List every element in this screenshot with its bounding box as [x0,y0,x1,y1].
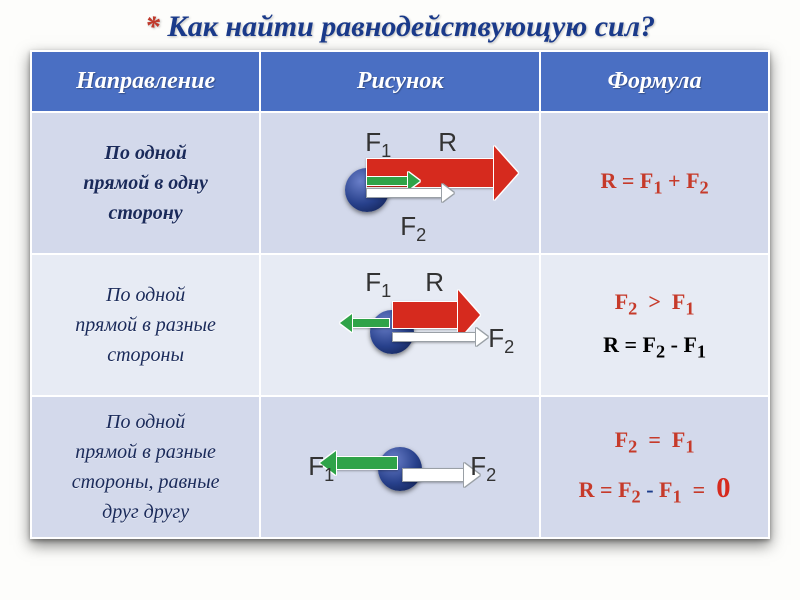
direction-cell: По однойпрямой в однусторону [31,112,260,254]
direction-line: сторону [40,198,251,228]
formula-line: F2 > F1 [549,282,760,325]
direction-line: стороны, равные [40,467,251,497]
formula-line: F2 = F1 [549,420,760,463]
force-label: F2 [400,211,426,246]
force-diagram: F1 R F2 [270,123,530,243]
formula-cell: F2 > F1R = F2 - F1 [540,254,769,396]
header-direction: Направление [31,51,260,112]
formula-line: R = F1 + F2 [549,161,760,204]
force-label: R [425,267,444,298]
force-label: F1 [308,451,334,486]
table-row: По однойпрямой в однусторону F1 R F2 R = F1 … [31,112,769,254]
direction-line: По одной [40,407,251,437]
table-row: По однойпрямой в разныестороны, равныедр… [31,396,769,538]
direction-line: друг другу [40,497,251,527]
direction-line: прямой в разные [40,437,251,467]
header-row: Направление Рисунок Формула [31,51,769,112]
header-formula: Формула [540,51,769,112]
direction-line: прямой в разные [40,310,251,340]
direction-line: стороны [40,340,251,370]
direction-cell: По однойпрямой в разныестороны [31,254,260,396]
forces-table: Направление Рисунок Формула По однойпрям… [30,50,770,539]
force-label: F1 [365,267,391,302]
formula-cell: R = F1 + F2 [540,112,769,254]
force-label: R [438,127,457,158]
force-label: F1 [365,127,391,162]
diagram-cell: F1 F2 [260,396,540,538]
direction-line: По одной [40,280,251,310]
title-star: * [145,10,160,43]
formula-line: R = F2 - F1 = 0 [549,463,760,514]
diagram-cell: F1 R F2 [260,112,540,254]
force-label: F2 [488,323,514,358]
page-title: * Как найти равнодействующую сил? [0,0,800,50]
formula-cell: F2 = F1R = F2 - F1 = 0 [540,396,769,538]
direction-line: прямой в одну [40,168,251,198]
header-drawing: Рисунок [260,51,540,112]
direction-line: По одной [40,138,251,168]
table-row: По однойпрямой в разныестороны F1 R F2 F2 > … [31,254,769,396]
direction-cell: По однойпрямой в разныестороны, равныедр… [31,396,260,538]
force-diagram: F1 R F2 [270,265,530,385]
title-text: Как найти равнодействующую сил? [160,10,655,43]
formula-line: R = F2 - F1 [549,325,760,368]
diagram-cell: F1 R F2 [260,254,540,396]
force-label: F2 [470,451,496,486]
force-diagram: F1 F2 [270,407,530,527]
